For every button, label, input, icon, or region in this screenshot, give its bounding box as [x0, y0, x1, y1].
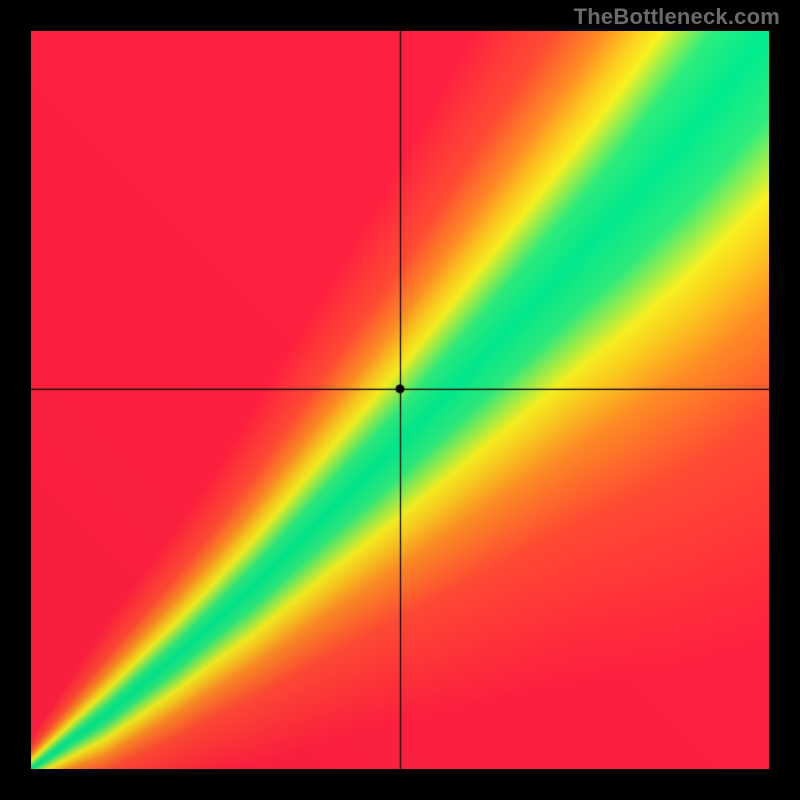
bottleneck-heatmap	[31, 31, 769, 769]
watermark-label: TheBottleneck.com	[574, 4, 780, 30]
